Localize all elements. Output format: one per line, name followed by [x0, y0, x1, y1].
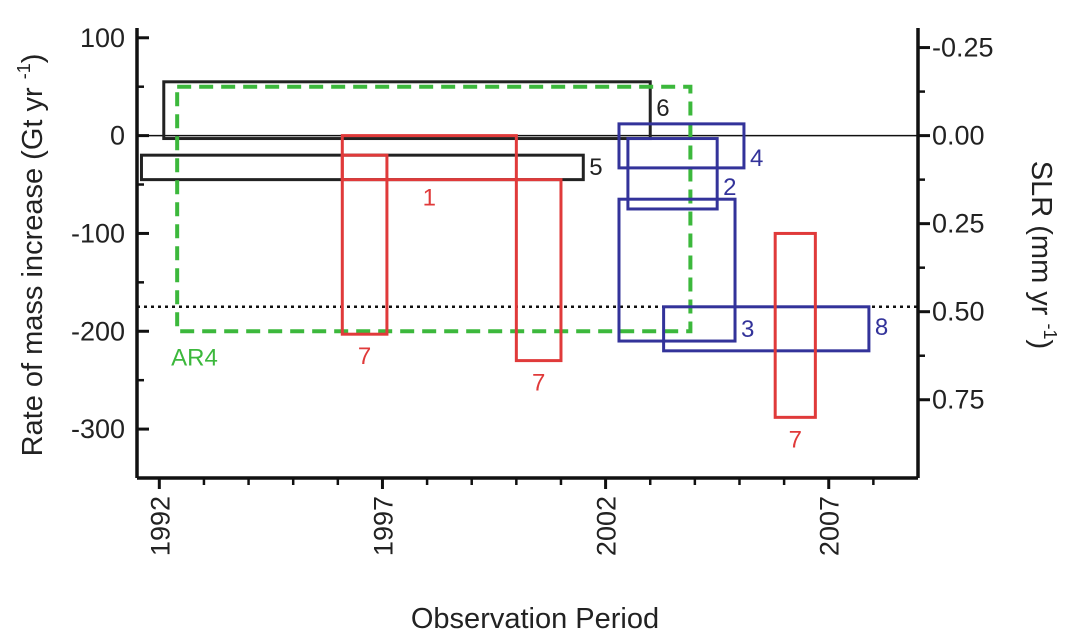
y-axis-title-left-end: ) — [17, 54, 49, 64]
x-axis-title: Observation Period — [411, 603, 659, 635]
y-axis-title-left: Rate of mass increase (Gt yr -1) — [14, 54, 49, 457]
range-box-7a — [340, 153, 389, 336]
box-label-8: 8 — [875, 314, 888, 341]
y-right-tick-label: 0.25 — [932, 209, 985, 239]
y-axis-title-right: SLR (mm yr -1) — [1025, 161, 1060, 349]
x-tick-label: 1997 — [368, 496, 398, 556]
box-label-AR4: AR4 — [171, 344, 218, 371]
range-box-7b — [514, 178, 563, 363]
box-label-7a: 7 — [358, 343, 371, 370]
x-tick-label: 1992 — [145, 496, 175, 556]
range-box-2 — [626, 137, 719, 211]
y-right-tick-label: 0.50 — [932, 297, 985, 327]
x-tick-label: 2007 — [815, 496, 845, 556]
y-left-tick-label: 100 — [80, 23, 125, 53]
y-axis-title-left-sup: -1 — [14, 63, 34, 79]
range-box-AR4 — [175, 84, 693, 334]
range-box-4 — [617, 122, 746, 170]
range-box-6 — [162, 80, 652, 141]
box-label-1: 1 — [423, 185, 436, 212]
box-label-4: 4 — [750, 145, 763, 172]
box-label-6: 6 — [656, 95, 669, 122]
box-label-7b: 7 — [532, 370, 545, 397]
y-left-tick-label: -300 — [71, 414, 125, 444]
y-axis-title-right-main: SLR (mm yr — [1025, 161, 1057, 324]
y-axis-title-right-end: ) — [1025, 340, 1057, 350]
axes-layer — [135, 28, 930, 489]
y-axis-title-left-main: Rate of mass increase (Gt yr — [17, 79, 49, 456]
x-tick-label: 2002 — [592, 496, 622, 556]
box-label-3: 3 — [741, 316, 754, 343]
box-label-5: 5 — [589, 154, 602, 181]
y-left-tick-label: 0 — [110, 121, 125, 151]
y-axis-title-right-sup: -1 — [1040, 324, 1060, 340]
y-left-tick-label: -200 — [71, 316, 125, 346]
box-label-2: 2 — [723, 174, 736, 201]
box-label-7c: 7 — [789, 426, 802, 453]
range-box-8 — [662, 305, 871, 353]
labels-layer: 6 5 AR4 1 7 7 42 3 8 7 100 0 -100 -200 -300 -0.25 0.00 0.… — [71, 23, 994, 556]
range-box-7c — [773, 231, 817, 419]
y-left-tick-label: -100 — [71, 218, 125, 248]
y-right-tick-label: -0.25 — [932, 33, 994, 63]
plot-layer — [137, 80, 918, 419]
y-right-tick-label: 0.00 — [932, 121, 985, 151]
range-box-3 — [617, 197, 737, 343]
y-right-tick-label: 0.75 — [932, 385, 985, 415]
range-box-1 — [340, 134, 518, 182]
